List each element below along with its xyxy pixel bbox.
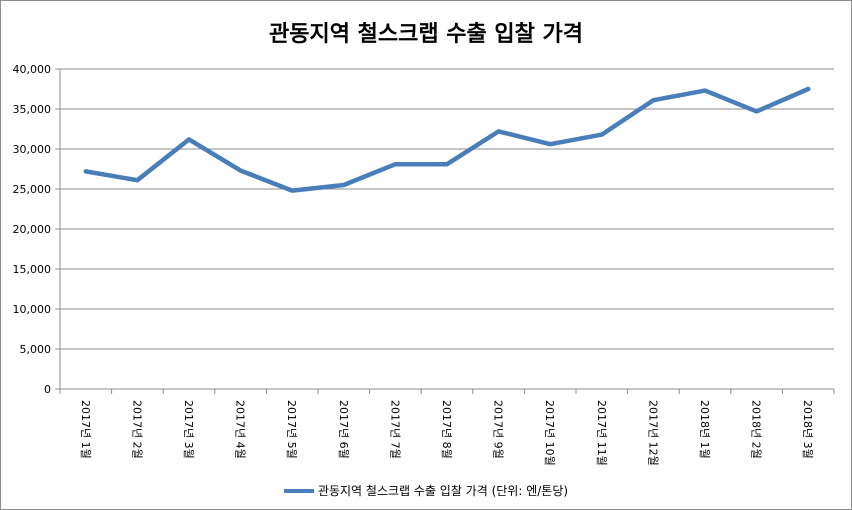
y-tick-label: 40,000 [13, 63, 52, 76]
data-point [703, 88, 707, 93]
x-tick-label: 2017년 6월 [337, 400, 350, 459]
legend-swatch [283, 488, 314, 493]
x-tick-label: 2017년 1월 [79, 400, 92, 459]
x-tick-label: 2017년 3월 [182, 400, 195, 459]
y-tick-label: 0 [44, 383, 51, 396]
x-tick-label: 2018년 3월 [801, 400, 814, 459]
data-point [496, 129, 501, 134]
y-tick-label: 35,000 [13, 103, 52, 116]
x-axis-ticks: 2017년 1월 2017년 2월 2017년 3월 2017년 4월 2017년 5월… [59, 389, 835, 466]
y-tick-label: 30,000 [13, 143, 52, 156]
grid-lines [59, 68, 834, 390]
data-point [238, 168, 243, 173]
x-tick-label: 2017년 10월 [543, 400, 556, 466]
y-axis-ticks: 0 5,000 10,000 15,000 20,000 25,000 30,000 35,0… [13, 63, 60, 396]
data-point [548, 142, 553, 147]
x-tick-label: 2017년 8월 [440, 400, 453, 459]
series-line [83, 86, 811, 193]
data-point [599, 132, 604, 137]
data-point [290, 188, 295, 193]
legend-label: 관동지역 철스크랩 수출 입찰 가격 (단위: 엔/톤당) [317, 484, 569, 498]
x-tick-label: 2018년 2월 [750, 400, 763, 459]
x-tick-label: 2017년 5월 [285, 400, 298, 459]
x-tick-label: 2017년 11월 [595, 400, 608, 466]
data-point [754, 109, 759, 114]
x-tick-label: 2017년 7월 [388, 400, 401, 459]
data-point [341, 183, 346, 187]
data-point [806, 87, 811, 91]
x-tick-label: 2017년 4월 [234, 400, 247, 459]
x-tick-label: 2018년 1월 [698, 400, 711, 459]
data-point [83, 169, 88, 174]
legend: 관동지역 철스크랩 수출 입찰 가격 (단위: 엔/톤당) [0, 482, 852, 499]
x-tick-label: 2017년 9월 [492, 400, 505, 459]
y-tick-label: 15,000 [13, 263, 52, 276]
data-point [187, 137, 191, 142]
series-layer [83, 86, 811, 193]
x-tick-label: 2017년 2월 [130, 400, 143, 459]
data-point [135, 178, 140, 183]
y-tick-label: 10,000 [13, 303, 52, 316]
y-tick-label: 20,000 [13, 223, 52, 236]
data-point [445, 162, 449, 167]
x-tick-label: 2017년 12월 [646, 400, 659, 466]
data-point [393, 162, 398, 167]
y-tick-label: 5,000 [20, 343, 52, 356]
chart-title: 관동지역 철스크랩 수출 입찰 가격 [269, 22, 583, 47]
y-tick-label: 25,000 [13, 183, 52, 196]
data-point [651, 98, 656, 103]
